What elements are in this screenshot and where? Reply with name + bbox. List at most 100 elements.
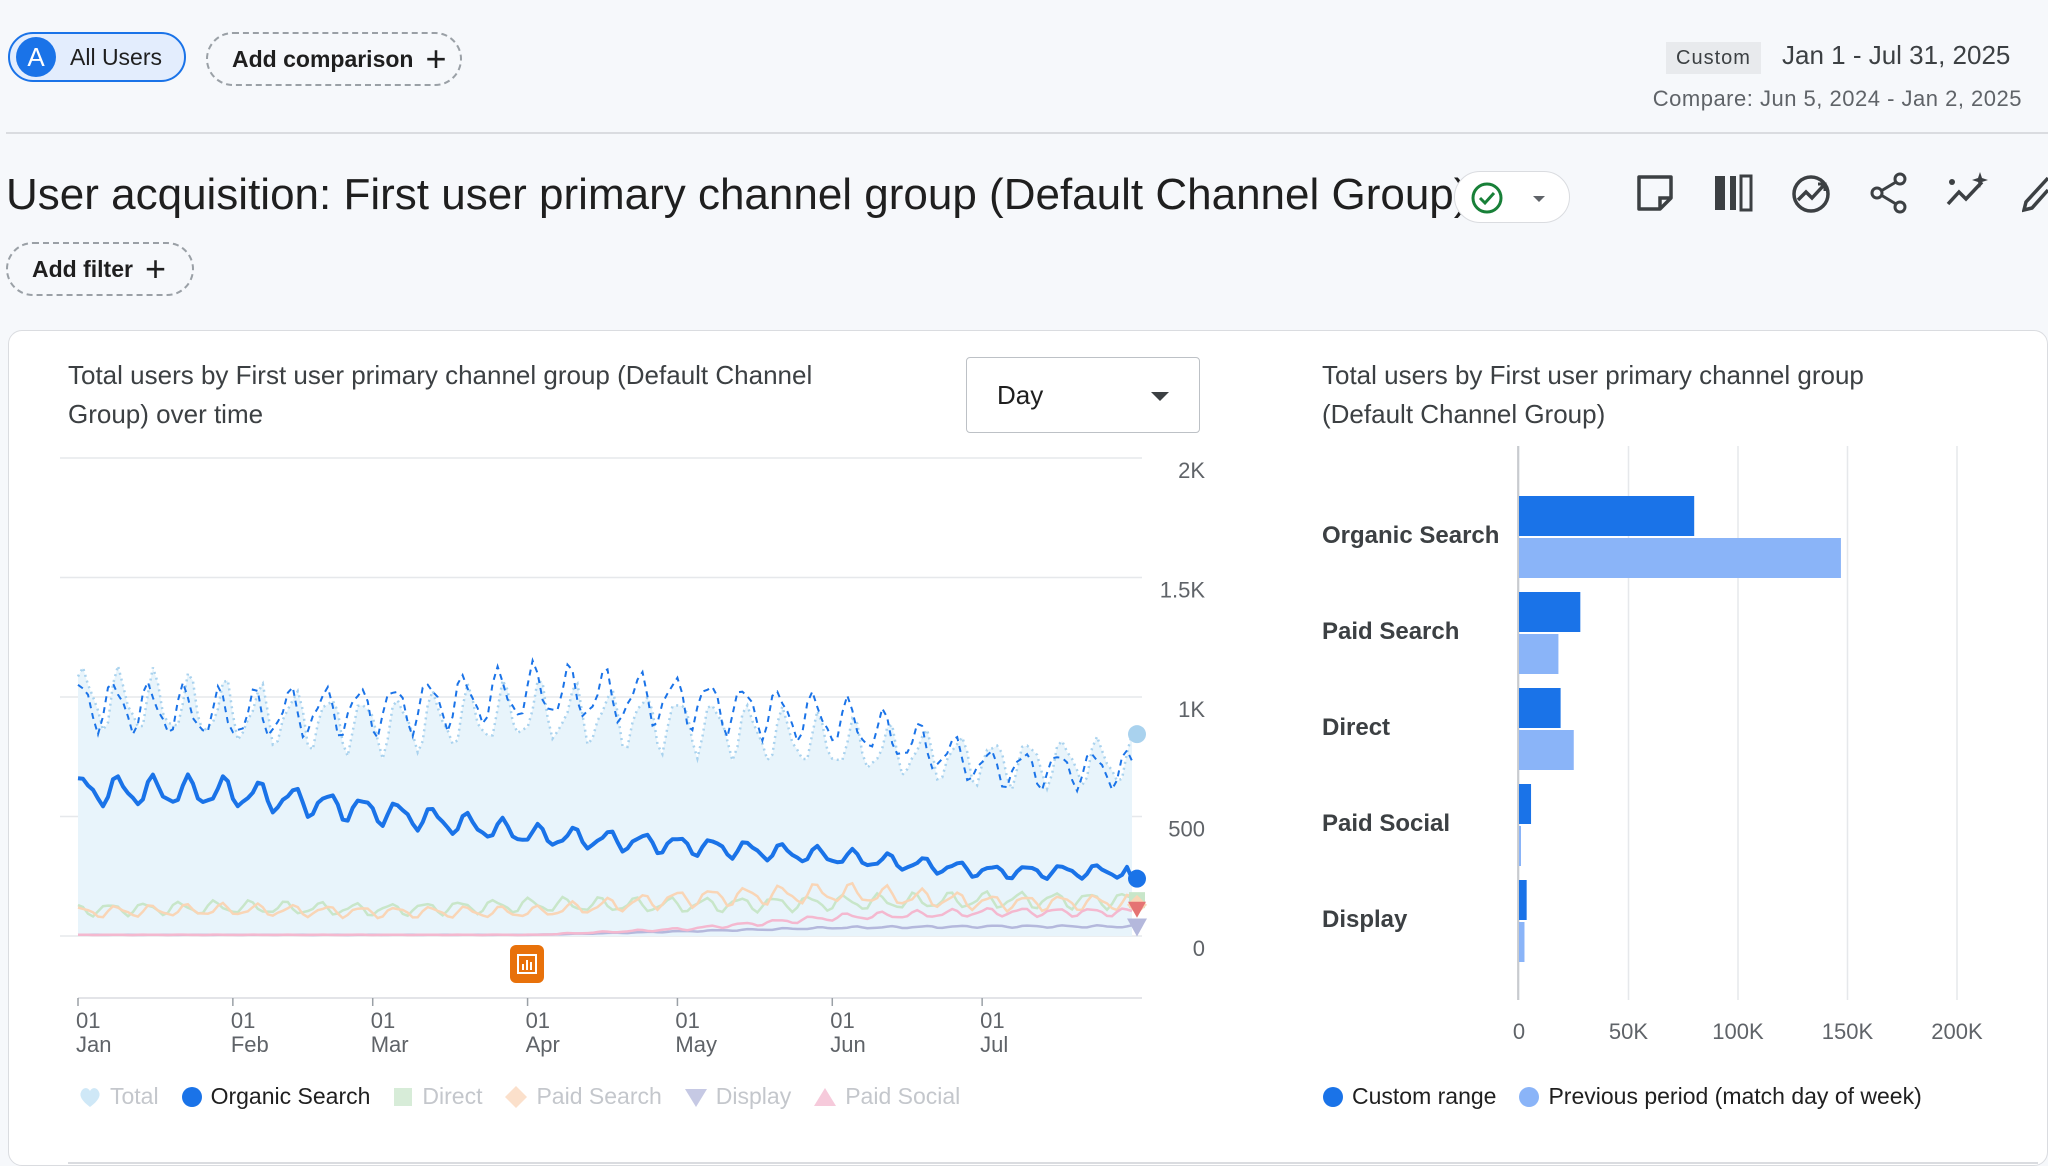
end-marker-organic-search bbox=[1128, 869, 1146, 888]
y-tick-label: 0 bbox=[1193, 936, 1205, 961]
bar-chart-title-line1: Total users by First user primary channe… bbox=[1322, 360, 1864, 390]
x-tick-day: 01 bbox=[371, 1008, 395, 1033]
legend-marker-previous-period bbox=[1519, 1086, 1540, 1107]
legend-label: Organic Search bbox=[210, 1083, 371, 1109]
bar-previous-period bbox=[1519, 538, 1841, 578]
check-circle-icon bbox=[1471, 182, 1545, 214]
dropdown-arrow-icon bbox=[1151, 392, 1169, 401]
bar-custom-range bbox=[1519, 592, 1581, 632]
legend-item-paid-search[interactable]: Paid Search bbox=[504, 1083, 662, 1110]
add-filter-label: Add filter bbox=[32, 255, 133, 282]
x-tick-month: Feb bbox=[231, 1032, 269, 1057]
legend-item-display[interactable]: Display bbox=[684, 1083, 791, 1110]
line-chart-legend: Total Organic Search Direct Paid Search … bbox=[78, 1083, 982, 1110]
legend-label: Previous period (match day of week) bbox=[1548, 1083, 1922, 1109]
x-tick-day: 01 bbox=[980, 1008, 1004, 1033]
date-range-picker[interactable]: Jan 1 - Jul 31, 2025 bbox=[1782, 40, 2011, 70]
bar-custom-range bbox=[1519, 688, 1561, 728]
x-tick-day: 01 bbox=[76, 1008, 100, 1033]
legend-label: Total bbox=[110, 1083, 159, 1109]
legend-item-direct[interactable]: Direct bbox=[392, 1083, 482, 1110]
card-bottom-divider bbox=[68, 1162, 2038, 1164]
legend-marker-custom-range bbox=[1323, 1086, 1343, 1107]
plus-icon: + bbox=[425, 38, 447, 79]
bar-previous-period bbox=[1519, 922, 1525, 962]
x-tick-day: 01 bbox=[830, 1008, 854, 1033]
x-tick-month: Mar bbox=[371, 1032, 409, 1057]
category-label: Organic Search bbox=[1322, 522, 1499, 549]
legend-marker-direct bbox=[394, 1087, 413, 1106]
category-label: Direct bbox=[1322, 714, 1390, 741]
bar-previous-period bbox=[1519, 826, 1521, 866]
x-tick-day: 01 bbox=[526, 1008, 550, 1033]
legend-marker-total bbox=[80, 1087, 100, 1107]
comparison-date-range: Compare: Jun 5, 2024 - Jan 2, 2025 bbox=[1652, 86, 2022, 111]
legend-label: Paid Social bbox=[845, 1083, 961, 1109]
legend-item-previous-period[interactable]: Previous period (match day of week) bbox=[1518, 1083, 1922, 1110]
series-area-total bbox=[78, 665, 1132, 936]
x-tick-month: Jun bbox=[830, 1032, 865, 1057]
x-tick-label: 200K bbox=[1931, 1019, 1983, 1044]
segment-chip-all-users[interactable]: A All Users bbox=[8, 32, 186, 82]
sparkle-insights-icon[interactable] bbox=[1944, 170, 1990, 216]
x-tick-label: 100K bbox=[1712, 1019, 1764, 1044]
page-title: User acquisition: First user primary cha… bbox=[6, 170, 1469, 219]
x-tick-month: Apr bbox=[526, 1032, 560, 1057]
legend-item-total[interactable]: Total bbox=[78, 1083, 159, 1110]
legend-item-custom-range[interactable]: Custom range bbox=[1322, 1083, 1496, 1110]
end-marker-paid-social bbox=[1128, 901, 1146, 918]
series-line-total-previous bbox=[77, 656, 1133, 794]
series-line-organic-search bbox=[77, 772, 1134, 881]
report-status-dropdown[interactable] bbox=[1454, 171, 1570, 223]
x-tick-day: 01 bbox=[231, 1008, 255, 1033]
annotation-marker[interactable] bbox=[510, 945, 544, 983]
share-icon[interactable] bbox=[1866, 170, 1912, 216]
x-tick-label: 50K bbox=[1609, 1019, 1648, 1044]
y-tick-label: 1K bbox=[1178, 697, 1205, 722]
series-line-paid-social bbox=[78, 906, 1133, 937]
legend-marker-display bbox=[684, 1088, 707, 1107]
line-chart: 2K1.5K1K500001Jan01Feb01Mar01Apr01May01J… bbox=[60, 457, 1206, 1057]
granularity-select[interactable]: Day bbox=[966, 357, 1200, 433]
add-filter-button[interactable]: Add filter + bbox=[6, 242, 194, 296]
legend-label: Paid Search bbox=[536, 1083, 662, 1109]
y-tick-label: 2K bbox=[1178, 458, 1205, 483]
x-tick-label: 0 bbox=[1513, 1019, 1525, 1044]
compare-columns-icon[interactable] bbox=[1710, 170, 1756, 216]
bar-previous-period bbox=[1519, 634, 1559, 674]
granularity-value: Day bbox=[997, 379, 1044, 410]
edit-icon[interactable] bbox=[2022, 170, 2048, 216]
annotation-chart-icon bbox=[517, 954, 537, 974]
plus-icon: + bbox=[144, 248, 166, 289]
line-chart-title: Total users by First user primary channe… bbox=[68, 356, 812, 434]
bar-previous-period bbox=[1519, 730, 1574, 770]
x-tick-month: May bbox=[675, 1032, 717, 1057]
category-label: Paid Social bbox=[1322, 810, 1450, 837]
legend-marker-organic bbox=[181, 1086, 202, 1107]
legend-item-organic-search[interactable]: Organic Search bbox=[181, 1083, 371, 1110]
bar-chart-title: Total users by First user primary channe… bbox=[1322, 356, 1864, 434]
x-tick-label: 150K bbox=[1822, 1019, 1874, 1044]
legend-label: Display bbox=[715, 1083, 792, 1109]
x-tick-month: Jan bbox=[76, 1032, 111, 1057]
line-chart-title-line1: Total users by First user primary channe… bbox=[68, 360, 813, 390]
series-line-direct bbox=[77, 889, 1133, 919]
legend-item-paid-social[interactable]: Paid Social bbox=[813, 1083, 960, 1110]
legend-label: Custom range bbox=[1352, 1083, 1497, 1109]
end-marker-display bbox=[1127, 918, 1147, 937]
y-tick-label: 500 bbox=[1168, 817, 1205, 842]
category-label: Display bbox=[1322, 906, 1408, 933]
x-tick-day: 01 bbox=[675, 1008, 699, 1033]
add-comparison-button[interactable]: Add comparison + bbox=[206, 32, 462, 86]
end-marker-total bbox=[1128, 725, 1146, 744]
note-icon[interactable] bbox=[1632, 170, 1678, 216]
line-chart-title-line2: Group) over time bbox=[68, 399, 264, 429]
bar-chart-legend: Custom range Previous period (match day … bbox=[1322, 1083, 1944, 1110]
add-comparison-label: Add comparison bbox=[232, 45, 414, 72]
bar-custom-range bbox=[1519, 880, 1527, 920]
legend-marker-paid-search bbox=[505, 1085, 528, 1108]
bar-chart: 0 50K 100K 150K 200K Organic Search Paid Searc… bbox=[1322, 446, 1983, 1044]
segment-avatar: A bbox=[16, 37, 56, 77]
insights-trend-icon[interactable] bbox=[1788, 170, 1834, 216]
y-tick-label: 1.5K bbox=[1160, 578, 1206, 603]
